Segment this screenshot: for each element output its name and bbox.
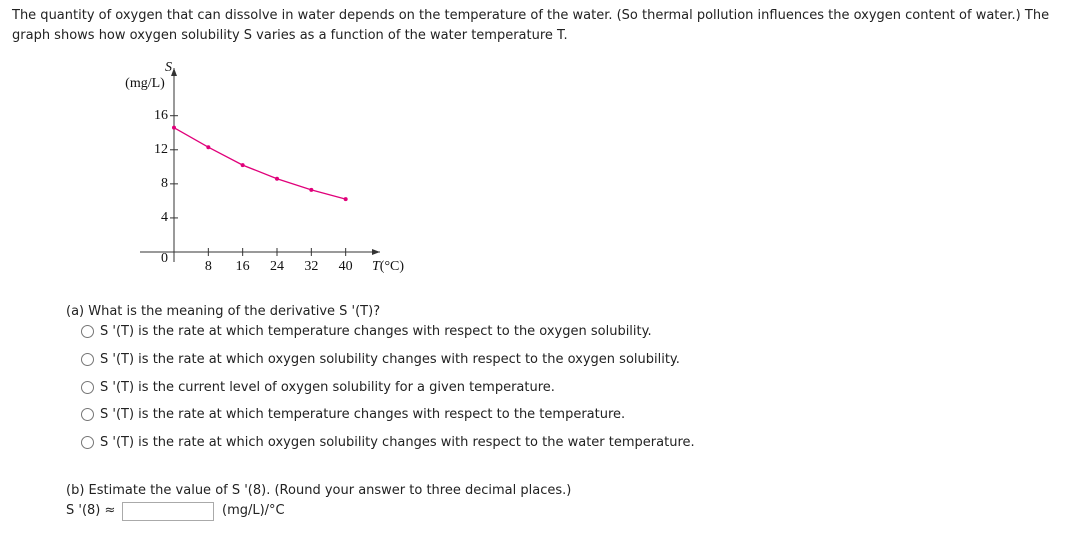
x-tick-label: 32	[304, 259, 318, 274]
option: S '(T) is the rate at which oxygen solub…	[81, 435, 695, 450]
data-point	[172, 125, 176, 130]
y-tick-label: 16	[154, 108, 168, 123]
x-tick-label: 24	[270, 259, 284, 274]
option-text: S '(T) is the current level of oxygen so…	[100, 379, 555, 395]
data-point	[275, 176, 279, 181]
option-text: S '(T) is the rate at which oxygen solub…	[100, 435, 695, 451]
y-tick-label: 8	[161, 176, 168, 191]
option-text: S '(T) is the rate at which temperature …	[100, 407, 626, 423]
x-tick-label: 16	[236, 259, 250, 274]
data-line	[173, 127, 346, 200]
option-text: S '(T) is the rate at which temperature …	[100, 324, 652, 339]
radio-button[interactable]	[81, 436, 94, 450]
x-label: T(°C)	[372, 259, 404, 274]
y-arrow	[171, 68, 177, 76]
y-tick-label: 0	[161, 251, 168, 266]
intro-text: The quantity of oxygen that can dissolve…	[12, 8, 1050, 43]
data-point	[240, 163, 245, 168]
answer-unit: (mg/L)/°C	[222, 503, 285, 518]
y-tick-label: 12	[154, 142, 168, 157]
radio-button[interactable]	[81, 380, 94, 394]
radio-button[interactable]	[81, 352, 94, 366]
option: S '(T) is the rate at which temperature …	[81, 407, 625, 422]
option: S '(T) is the rate at which oxygen solub…	[81, 352, 680, 367]
y-unit: (mg/L)	[125, 76, 165, 91]
y-tick-label: 4	[161, 210, 168, 225]
x-arrow	[372, 249, 380, 255]
option: S '(T) is the current level of oxygen so…	[81, 380, 555, 395]
data-point	[206, 145, 211, 150]
data-point	[343, 197, 348, 202]
answer-input[interactable]	[122, 502, 214, 521]
y-label: S	[165, 60, 172, 75]
option-text: S '(T) is the rate at which oxygen solub…	[100, 351, 680, 367]
x-tick-label: 40	[339, 259, 353, 274]
radio-button[interactable]	[81, 408, 94, 422]
x-label-unit: (°C)	[380, 259, 405, 274]
data-point	[309, 187, 314, 192]
answer-label: S '(8) ≈	[66, 503, 116, 518]
option: S '(T) is the rate at which temperature …	[81, 324, 652, 339]
radio-button[interactable]	[81, 325, 94, 338]
question-a: (a) What is the meaning of the derivativ…	[66, 304, 381, 319]
question-b: (b) Estimate the value of S '(8). (Round…	[66, 483, 572, 498]
x-tick-label: 8	[205, 259, 212, 274]
x-label-var: T	[372, 259, 381, 274]
chart: S(mg/L) T(°C) 0 4 8 12 16 8 16 24 32 40	[125, 60, 404, 274]
